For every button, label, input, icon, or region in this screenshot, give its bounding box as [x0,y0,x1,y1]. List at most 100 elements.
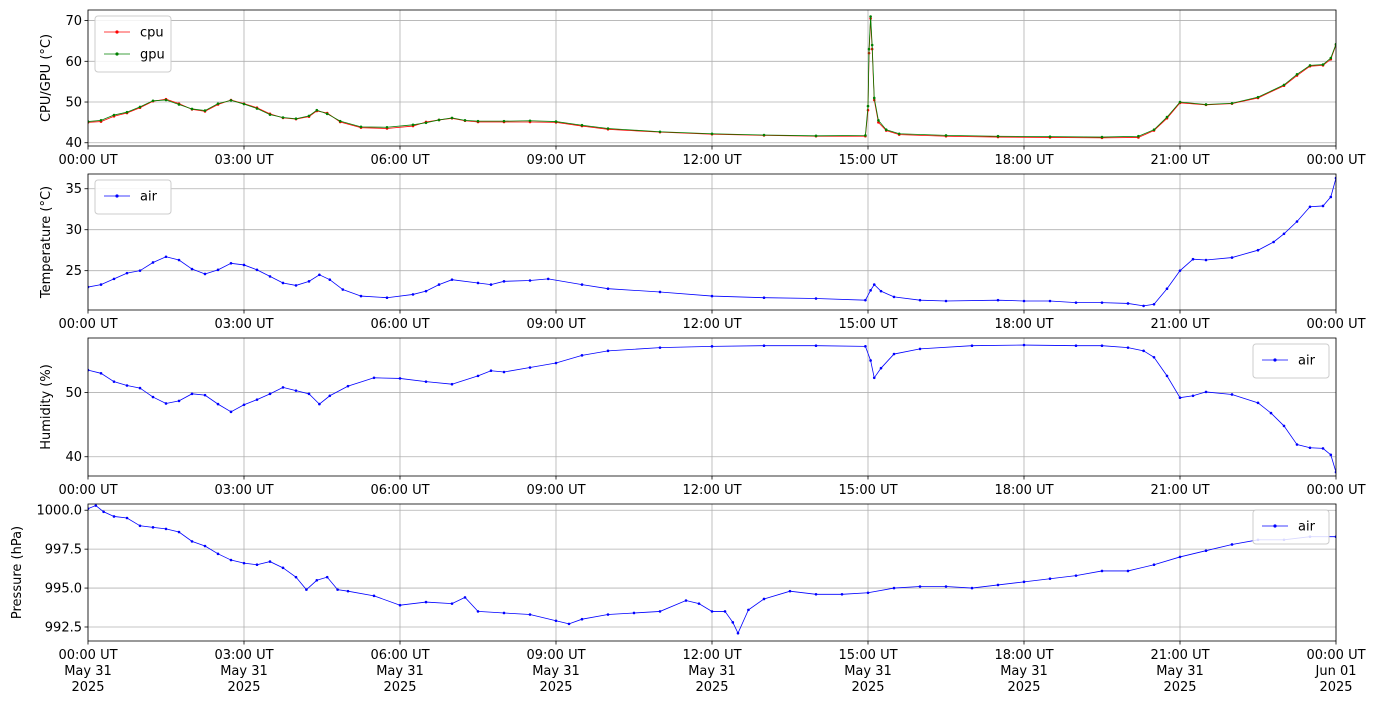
data-point [814,297,818,300]
data-point [1074,344,1078,348]
data-point [872,96,876,100]
subplot-2: 25 30 35 00:00 UT 03:00 UT 06:00 UT 09:00 UT 12… [39,173,1366,332]
x-tick-label: 03:00 UT [214,483,273,498]
x-tick-label: 15:00 UT [838,153,897,168]
data-point [502,611,506,615]
y-tick-label: 50 [65,386,82,401]
data-point [125,271,129,275]
series-group [88,504,1336,635]
x-tick-label: 06:00 UT [370,483,429,498]
data-point [476,119,480,123]
legend: air [94,179,172,215]
data-point [1308,205,1312,209]
x-tick-label: 12:00 UT [682,153,741,168]
data-point [606,613,610,616]
data-point [138,386,142,390]
data-point [1126,346,1130,349]
data-point [1142,349,1145,353]
data-point [580,283,584,286]
x-tick-label: 2025 [227,680,260,695]
data-point [94,504,98,507]
data-point [1152,128,1156,132]
x-tick-label: 2025 [851,680,884,695]
legend-marker [115,30,119,34]
data-point [864,298,867,302]
data-point [424,380,428,383]
legend-marker [115,194,119,198]
data-point [294,284,298,287]
y-tick-label: 992.5 [45,620,82,635]
data-point [554,120,558,123]
data-point [658,346,662,349]
data-point [1230,256,1234,259]
y-tick-label: 50 [65,96,82,111]
y-tick-label: 1000.0 [37,504,83,519]
x-tick-label: 18:00 UT [994,317,1053,332]
data-point [102,510,105,514]
data-point [1230,393,1234,396]
data-point [476,374,480,378]
data-point [359,125,363,129]
x-tick-label: 09:00 UT [526,153,585,168]
data-point [1074,574,1078,577]
x-tick-label: 00:00 UT [1306,483,1365,498]
data-point [216,102,220,105]
data-point [190,267,194,271]
data-point [99,283,103,286]
x-tick-label: 00:00 UT [58,153,117,168]
data-point [190,107,194,111]
data-point [877,119,880,122]
data-point [1178,555,1182,559]
y-axis-label: Temperature (°C) [39,186,54,299]
data-point [112,380,116,383]
data-point [164,527,168,531]
x-tick-label: 09:00 UT [526,317,585,332]
data-point [710,294,714,298]
data-point [151,395,155,399]
data-point [1204,390,1208,394]
data-point [99,372,103,375]
data-point [1048,577,1052,581]
legend-box [1252,509,1330,545]
data-point [112,113,116,117]
x-tick-label: May 31 [220,664,268,679]
y-tick-label: 70 [65,14,82,29]
data-point [1152,302,1156,306]
data-point [255,107,259,110]
x-tick-label: 06:00 UT [370,153,429,168]
y-tick-label: 35 [65,182,82,197]
data-point [338,119,342,123]
data-point [138,269,142,272]
data-point [814,134,818,138]
data-point [203,272,207,276]
data-point [870,43,874,47]
y-axis-label: CPU/GPU (°C) [39,34,54,122]
data-point [606,127,610,130]
data-point [658,290,662,294]
x-tick-label: 21:00 UT [1150,648,1209,663]
data-point [546,277,550,281]
x-tick-label: 21:00 UT [1150,317,1209,332]
data-point [1230,101,1234,105]
data-point [788,589,792,593]
series-group [88,343,1336,474]
x-tick-label: 2025 [539,680,572,695]
x-tick-label: May 31 [376,664,424,679]
data-point [864,134,867,137]
data-point [346,589,350,593]
data-point [411,123,415,127]
x-tick-label: 09:00 UT [526,648,585,663]
data-point [1256,401,1260,405]
data-point [996,298,1000,302]
series-group [88,176,1336,308]
x-tick-label: May 31 [1156,664,1204,679]
data-point [528,366,532,369]
data-point [872,376,876,380]
data-point [1308,446,1312,450]
data-point [710,610,714,613]
data-point [970,344,974,348]
x-tick-label: 00:00 UT [58,483,117,498]
data-point [372,594,376,598]
data-point [281,386,285,389]
